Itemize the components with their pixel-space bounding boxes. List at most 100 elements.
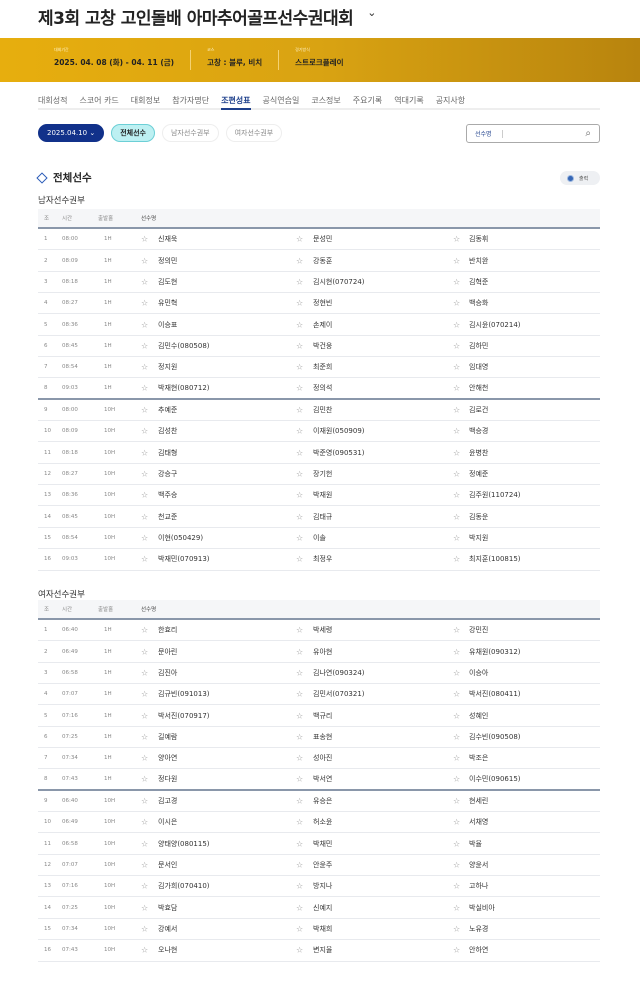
player-name[interactable]: 박율 — [469, 839, 482, 848]
favorite-star-icon[interactable]: ☆ — [141, 625, 149, 635]
favorite-star-icon[interactable]: ☆ — [453, 469, 461, 479]
favorite-star-icon[interactable]: ☆ — [296, 341, 304, 351]
favorite-star-icon[interactable]: ☆ — [141, 426, 149, 436]
favorite-star-icon[interactable]: ☆ — [141, 256, 149, 266]
favorite-star-icon[interactable]: ☆ — [296, 924, 304, 934]
favorite-star-icon[interactable]: ☆ — [453, 234, 461, 244]
player-name[interactable]: 안해천 — [469, 384, 489, 393]
favorite-star-icon[interactable]: ☆ — [141, 362, 149, 372]
favorite-star-icon[interactable]: ☆ — [141, 298, 149, 308]
player-name[interactable]: 고하나 — [469, 882, 489, 891]
player-name[interactable]: 정의민 — [158, 256, 178, 265]
player-name[interactable]: 노유경 — [469, 924, 489, 933]
filter-women[interactable]: 여자선수권부 — [225, 124, 283, 142]
player-name[interactable]: 신재욱 — [158, 235, 178, 244]
player-name[interactable]: 성혜인 — [469, 711, 489, 720]
player-name[interactable]: 김로건 — [469, 405, 489, 414]
favorite-star-icon[interactable]: ☆ — [141, 860, 149, 870]
player-name[interactable]: 임대영 — [469, 363, 489, 372]
favorite-star-icon[interactable]: ☆ — [296, 448, 304, 458]
player-name[interactable]: 강동훈 — [313, 256, 333, 265]
favorite-star-icon[interactable]: ☆ — [453, 298, 461, 308]
favorite-star-icon[interactable]: ☆ — [296, 839, 304, 849]
player-name[interactable]: 백주승 — [158, 491, 178, 500]
player-name[interactable]: 이시은 — [158, 818, 178, 827]
favorite-star-icon[interactable]: ☆ — [296, 426, 304, 436]
favorite-star-icon[interactable]: ☆ — [141, 234, 149, 244]
player-name[interactable]: 안하연 — [469, 946, 489, 955]
player-name[interactable]: 박재원 — [313, 491, 333, 500]
player-name[interactable]: 박준영(090531) — [313, 448, 365, 457]
favorite-star-icon[interactable]: ☆ — [453, 490, 461, 500]
favorite-star-icon[interactable]: ☆ — [296, 405, 304, 415]
favorite-star-icon[interactable]: ☆ — [296, 383, 304, 393]
favorite-star-icon[interactable]: ☆ — [453, 924, 461, 934]
favorite-star-icon[interactable]: ☆ — [296, 234, 304, 244]
favorite-star-icon[interactable]: ☆ — [453, 320, 461, 330]
favorite-star-icon[interactable]: ☆ — [141, 405, 149, 415]
favorite-star-icon[interactable]: ☆ — [141, 924, 149, 934]
favorite-star-icon[interactable]: ☆ — [296, 753, 304, 763]
player-name[interactable]: 백규리 — [313, 711, 333, 720]
player-name[interactable]: 김태형 — [158, 448, 178, 457]
player-name[interactable]: 김가희(070410) — [158, 882, 210, 891]
favorite-star-icon[interactable]: ☆ — [296, 512, 304, 522]
favorite-star-icon[interactable]: ☆ — [453, 689, 461, 699]
favorite-star-icon[interactable]: ☆ — [141, 647, 149, 657]
favorite-star-icon[interactable]: ☆ — [453, 753, 461, 763]
favorite-star-icon[interactable]: ☆ — [296, 469, 304, 479]
favorite-star-icon[interactable]: ☆ — [453, 533, 461, 543]
favorite-star-icon[interactable]: ☆ — [453, 341, 461, 351]
favorite-star-icon[interactable]: ☆ — [453, 732, 461, 742]
favorite-star-icon[interactable]: ☆ — [453, 647, 461, 657]
favorite-star-icon[interactable]: ☆ — [453, 256, 461, 266]
tab-5[interactable]: 조편성표 — [221, 94, 251, 110]
favorite-star-icon[interactable]: ☆ — [141, 554, 149, 564]
tab-1[interactable]: 대회성적 — [38, 96, 68, 105]
favorite-star-icon[interactable]: ☆ — [296, 647, 304, 657]
tab-4[interactable]: 참가자명단 — [172, 96, 210, 105]
player-name[interactable]: 천교준 — [158, 512, 178, 521]
player-name[interactable]: 성아진 — [313, 754, 333, 763]
favorite-star-icon[interactable]: ☆ — [296, 689, 304, 699]
favorite-star-icon[interactable]: ☆ — [453, 881, 461, 891]
favorite-star-icon[interactable]: ☆ — [141, 533, 149, 543]
favorite-star-icon[interactable]: ☆ — [453, 945, 461, 955]
favorite-star-icon[interactable]: ☆ — [296, 533, 304, 543]
player-name[interactable]: 박서연 — [313, 775, 333, 784]
favorite-star-icon[interactable]: ☆ — [453, 860, 461, 870]
player-name[interactable]: 변지율 — [313, 946, 333, 955]
player-name[interactable]: 이재원(050909) — [313, 427, 365, 436]
favorite-star-icon[interactable]: ☆ — [453, 625, 461, 635]
favorite-star-icon[interactable]: ☆ — [296, 903, 304, 913]
player-name[interactable]: 김진아 — [158, 668, 178, 677]
player-name[interactable]: 김시현(070724) — [313, 277, 365, 286]
player-name[interactable]: 이현(050429) — [158, 533, 204, 542]
favorite-star-icon[interactable]: ☆ — [453, 405, 461, 415]
player-name[interactable]: 박조은 — [469, 754, 489, 763]
player-name[interactable]: 김태규 — [313, 512, 333, 521]
tab-7[interactable]: 코스정보 — [311, 96, 341, 105]
player-name[interactable]: 강예서 — [158, 924, 178, 933]
favorite-star-icon[interactable]: ☆ — [141, 383, 149, 393]
player-name[interactable]: 추예준 — [158, 405, 178, 414]
player-name[interactable]: 반치완 — [469, 256, 489, 265]
player-name[interactable]: 손제이 — [313, 320, 333, 329]
player-name[interactable]: 박재민(070913) — [158, 555, 210, 564]
favorite-star-icon[interactable]: ☆ — [296, 668, 304, 678]
favorite-star-icon[interactable]: ☆ — [141, 490, 149, 500]
player-name[interactable]: 문서인 — [158, 860, 178, 869]
favorite-star-icon[interactable]: ☆ — [141, 711, 149, 721]
favorite-star-icon[interactable]: ☆ — [141, 668, 149, 678]
player-name[interactable]: 김주원(110724) — [469, 491, 521, 500]
tab-9[interactable]: 역대기록 — [394, 96, 424, 105]
player-name[interactable]: 이수민(090615) — [469, 775, 521, 784]
player-name[interactable]: 유승은 — [313, 796, 333, 805]
player-name[interactable]: 박지원 — [469, 533, 489, 542]
favorite-star-icon[interactable]: ☆ — [141, 689, 149, 699]
player-name[interactable]: 정의석 — [313, 384, 333, 393]
player-name[interactable]: 오나현 — [158, 946, 178, 955]
player-name[interactable]: 박실비아 — [469, 903, 495, 912]
favorite-star-icon[interactable]: ☆ — [453, 554, 461, 564]
player-name[interactable]: 허소윤 — [313, 818, 333, 827]
